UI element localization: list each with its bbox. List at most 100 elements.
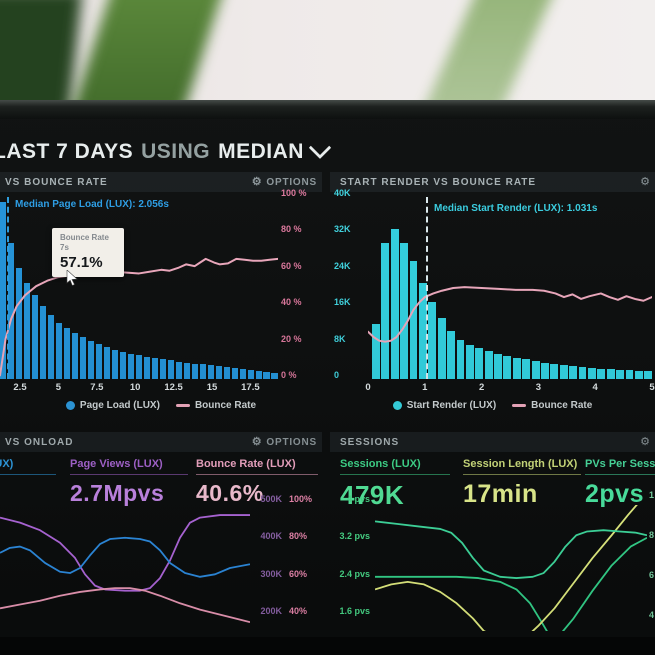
x-tick-label: 3 (535, 382, 542, 393)
histogram-bar (47, 315, 55, 379)
histogram-bar (231, 368, 239, 379)
monitor-screen: LAST 7 DAYS USING MEDIAN VS BOUNCE RATE … (0, 119, 655, 637)
x-axis-ticks: 2.5 5 7.5 10 12.5 15 17.5 (0, 382, 322, 394)
histogram-bar (119, 351, 127, 379)
gear-icon[interactable]: ⚙ (251, 435, 263, 448)
histogram-bar (63, 328, 71, 379)
aggregation-selector[interactable]: MEDIAN (218, 140, 304, 163)
x-tick-label: 4 (592, 382, 598, 393)
histogram-bar (606, 369, 615, 379)
axis-label: 8 (649, 530, 655, 540)
axis-label: 60 % (281, 260, 302, 271)
x-tick-label: 15 (206, 382, 218, 393)
legend-item[interactable]: Start Render (LUX) (392, 400, 496, 411)
panel-title: VS BOUNCE RATE (5, 176, 108, 188)
start-render-plot[interactable]: Median Start Render (LUX): 1.031s (368, 197, 653, 379)
panel-title: VS ONLOAD (5, 436, 74, 448)
tooltip-title: Bounce Rate (60, 233, 109, 242)
histogram-bar (465, 344, 474, 379)
histogram-bar (135, 355, 143, 379)
legend-item[interactable]: Bounce Rate (512, 400, 592, 411)
histogram-bar (400, 242, 409, 379)
x-tick-label: 5 (649, 382, 655, 393)
histogram-bar (151, 358, 159, 379)
panel-header: SESSIONS ⚙ (330, 432, 655, 452)
chart-legend: Start Render (LUX) Bounce Rate (330, 400, 655, 411)
page-load-plot[interactable]: Median Page Load (LUX): 2.056s (0, 197, 278, 379)
histogram-bar (167, 360, 175, 379)
y-axis-right-percent: 100 % 80 % 60 % 40 % 20 % 0 % (281, 188, 319, 380)
histogram-bar (587, 368, 596, 379)
histogram-bar (207, 365, 215, 379)
options-button[interactable]: ⚙ OPTIONS (251, 435, 317, 448)
monitor-top-bezel (0, 100, 655, 119)
axis-label: 3.2 pvs (339, 531, 370, 542)
metric-page-views: Page Views (LUX) 2.7Mpvs (70, 458, 188, 507)
mouse-cursor-icon (66, 270, 78, 286)
bounce-rate-line (0, 197, 278, 379)
bounce-rate-tooltip: Bounce Rate 7s 57.1% (52, 228, 124, 277)
chart-legend: Page Load (LUX) Bounce Rate (0, 400, 322, 411)
chevron-down-icon[interactable] (308, 136, 332, 160)
metric-underline (463, 474, 581, 475)
metric-bounce-rate: Bounce Rate (LUX) 40.6% (196, 458, 318, 507)
axis-label: 200K (260, 605, 282, 616)
axis-label: 1.6 pvs (339, 605, 370, 616)
metric-label: (LUX) (0, 458, 14, 470)
histogram-bar (0, 202, 7, 379)
sessions-lines-plot[interactable] (375, 505, 647, 631)
histogram-bar (409, 260, 418, 379)
axis-label: 0 % (281, 369, 297, 380)
onload-lines (0, 505, 250, 631)
tooltip-subtitle: 7s (60, 243, 69, 252)
options-label: OPTIONS (266, 436, 317, 448)
panel-sessions: SESSIONS ⚙ Sessions (LUX) 479K Session L… (330, 432, 655, 637)
histogram-bar (475, 348, 484, 379)
histogram-bar (103, 347, 111, 379)
histogram-bar (428, 301, 437, 379)
legend-label: Bounce Rate (531, 400, 593, 411)
histogram-bar (223, 367, 231, 379)
axis-label: 500K (260, 494, 282, 504)
histogram-bar (39, 306, 47, 379)
panel-header: VS ONLOAD ⚙ OPTIONS (0, 432, 322, 452)
x-tick-label: 0 (365, 382, 371, 393)
gear-icon[interactable]: ⚙ (640, 175, 650, 188)
y-axis-right-percent: 100% 80% 60% 40% (289, 494, 319, 616)
sessions-lines (375, 505, 647, 631)
histogram-bar (578, 367, 587, 379)
histogram-bar (456, 340, 465, 379)
histogram-bar (95, 344, 103, 379)
metric-value: 479K (340, 480, 405, 510)
histogram-bar (503, 355, 512, 379)
median-start-render-annotation: Median Start Render (LUX): 1.031s (434, 203, 598, 214)
legend-item[interactable]: Page Load (LUX) (65, 400, 160, 411)
options-button[interactable]: ⚙ OPTIONS (251, 175, 317, 188)
x-axis-ticks: 0 1 2 3 4 5 (330, 382, 655, 394)
legend-item[interactable]: Bounce Rate (175, 400, 256, 411)
metric-underline (196, 474, 318, 475)
histogram-bar (634, 370, 643, 379)
histogram-bar (494, 353, 502, 379)
axis-label: 60% (289, 568, 308, 579)
tooltip-value: 57.1% (60, 254, 103, 271)
axis-label: 40% (289, 605, 308, 616)
histogram-bar (175, 361, 183, 379)
histogram-bar (597, 368, 606, 379)
histogram-bar (215, 366, 223, 379)
gear-icon[interactable]: ⚙ (640, 435, 650, 448)
axis-label: 6 (649, 570, 655, 580)
histogram-bar (255, 370, 262, 379)
histogram-bar (55, 322, 63, 379)
series-line-icon (512, 404, 527, 407)
onload-lines-plot[interactable] (0, 505, 250, 631)
histogram-bar (79, 337, 87, 379)
metric-label: Page Views (LUX) (70, 458, 163, 470)
histogram-bar (31, 295, 39, 379)
y-axis-left-count: 40K 32K 24K 16K 8K 0 (334, 188, 362, 380)
histogram-bar (191, 363, 199, 379)
gear-icon[interactable]: ⚙ (251, 175, 263, 188)
x-tick-label: 12.5 (164, 382, 183, 393)
dashboard-header[interactable]: LAST 7 DAYS USING MEDIAN (0, 136, 332, 164)
